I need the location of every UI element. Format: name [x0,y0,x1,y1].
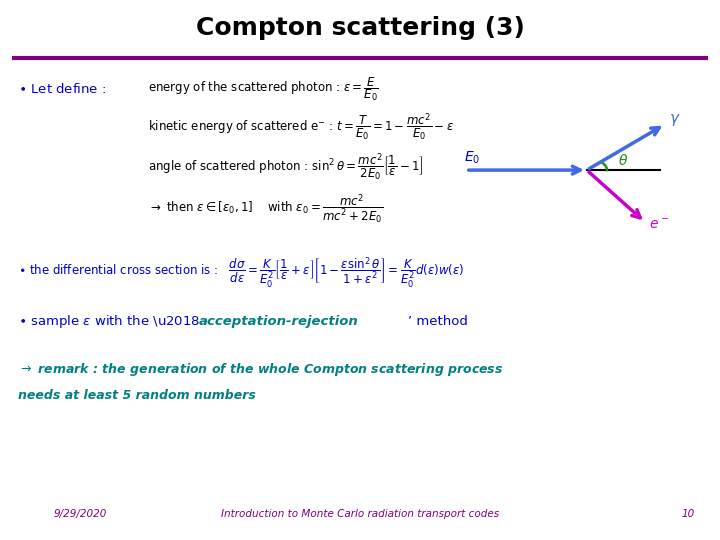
Text: kinetic energy of scattered e$^{-}$ : $t = \dfrac{T}{E_0} = 1 - \dfrac{mc^2}{E_0: kinetic energy of scattered e$^{-}$ : $t… [148,111,454,143]
Text: $\bullet$ Let define :: $\bullet$ Let define : [18,82,106,96]
Text: 9/29/2020: 9/29/2020 [54,509,107,519]
Text: energy of the scattered photon : $\varepsilon = \dfrac{E}{E_0}$: energy of the scattered photon : $\varep… [148,75,379,103]
Text: acceptation-rejection: acceptation-rejection [199,315,359,328]
Text: $\gamma$: $\gamma$ [669,112,680,128]
Text: Introduction to Monte Carlo radiation transport codes: Introduction to Monte Carlo radiation tr… [221,509,499,519]
Text: $\rightarrow$ then $\varepsilon \in [\varepsilon_0, 1]$    with $\varepsilon_0 =: $\rightarrow$ then $\varepsilon \in [\va… [148,193,383,226]
Text: 10: 10 [682,509,695,519]
Text: Compton scattering (3): Compton scattering (3) [196,16,524,40]
Text: $\bullet$ the differential cross section is :   $\dfrac{d\sigma}{d\varepsilon} =: $\bullet$ the differential cross section… [18,255,464,290]
Text: $e^-$: $e^-$ [649,218,669,232]
Text: needs at least 5 random numbers: needs at least 5 random numbers [18,389,256,402]
Text: $\bullet$ sample $\varepsilon$ with the \u2018: $\bullet$ sample $\varepsilon$ with the … [18,313,200,330]
Text: $\theta$: $\theta$ [618,153,629,168]
Text: $E_0$: $E_0$ [464,150,480,166]
Text: $\rightarrow$ remark : the generation of the whole Compton scattering process: $\rightarrow$ remark : the generation of… [18,361,503,379]
Text: ’ method: ’ method [408,315,468,328]
Text: angle of scattered photon : $\sin^2\theta = \dfrac{mc^2}{2E_0}\left[\dfrac{1}{\v: angle of scattered photon : $\sin^2\thet… [148,152,423,183]
